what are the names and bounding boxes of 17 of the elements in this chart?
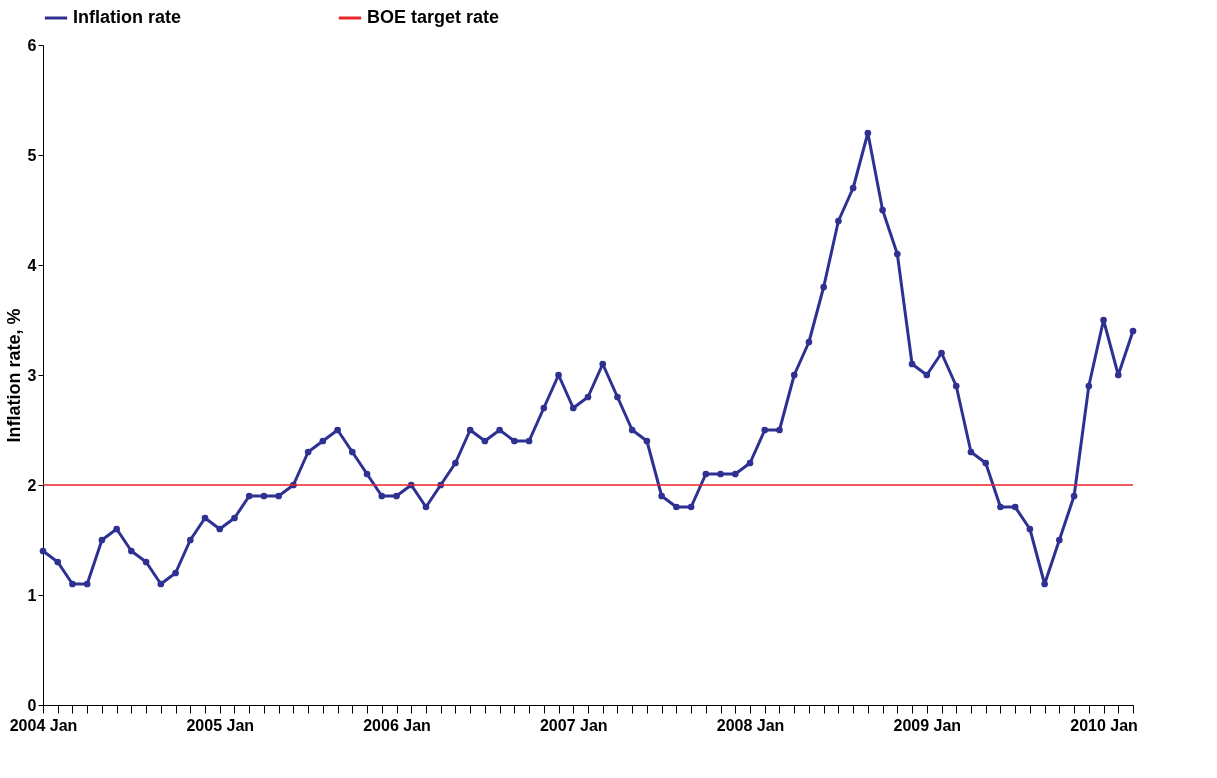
y-axis-title: Inflation rate, % [3, 308, 24, 443]
x-tick-label: 2009 Jan [893, 716, 962, 734]
y-tick-label: 3 [27, 366, 37, 384]
x-tick-label: 2007 Jan [539, 716, 608, 734]
x-tick-label: 2006 Jan [363, 716, 431, 734]
x-tick-label: 2004 Jan [9, 716, 78, 734]
legend-label: BOE target rate [367, 7, 500, 27]
y-tick-label: 4 [27, 256, 37, 274]
legend-label: Inflation rate [73, 7, 182, 27]
y-tick-label: 0 [27, 696, 37, 714]
y-tick-label: 5 [27, 146, 37, 164]
y-tick-label: 2 [27, 476, 37, 494]
y-tick-label: 6 [27, 36, 37, 54]
x-tick-label: 2008 Jan [716, 716, 785, 734]
y-tick-label: 1 [27, 586, 37, 604]
x-tick-label: 2005 Jan [186, 716, 255, 734]
x-tick-label: 2010 Jan [1070, 716, 1138, 734]
